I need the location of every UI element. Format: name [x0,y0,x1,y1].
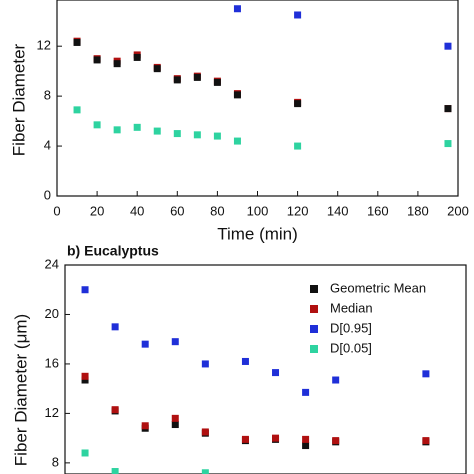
data-point [153,127,161,135]
x-tick-label: 200 [447,203,469,218]
data-point [332,437,340,445]
data-point [444,105,452,113]
legend-label: D[0.95] [330,320,372,335]
x-tick-label: 0 [53,203,60,218]
data-point [241,435,249,443]
x-tick-label: 80 [210,203,224,218]
data-point [272,369,280,377]
y-tick-label: 24 [45,256,59,271]
data-point [81,372,89,380]
data-point [302,435,310,443]
data-point [272,434,280,442]
chart-title: b) Eucalyptus [67,243,159,259]
data-point [111,406,119,414]
data-point [93,121,101,129]
x-tick-label: 60 [170,203,184,218]
data-point [302,442,310,450]
data-point [171,338,179,346]
data-point [201,428,209,436]
legend-swatch [310,345,318,353]
data-point [133,53,141,61]
y-tick-label: 8 [52,454,59,469]
data-point [141,340,149,348]
y-tick-label: 8 [44,88,51,103]
data-point [171,421,179,429]
plot-frame [56,0,459,197]
data-point [73,38,81,46]
data-point [173,76,181,84]
data-point [302,388,310,396]
data-point [213,132,221,140]
y-tick-label: 0 [44,187,51,202]
y-tick-label: 16 [45,355,59,370]
data-point [201,469,209,474]
data-point [213,78,221,86]
x-tick-label: 120 [287,203,309,218]
data-point [173,130,181,138]
x-tick-label: 100 [247,203,269,218]
data-point [81,449,89,457]
y-axis-title: Fiber Diameter (μm) [11,314,30,466]
data-point [294,100,302,108]
x-tick-label: 140 [327,203,349,218]
legend-swatch [310,305,318,313]
legend-label: Geometric Mean [330,280,426,295]
data-point [113,60,121,68]
data-point [111,468,119,474]
data-point [141,422,149,430]
x-tick-label: 20 [90,203,104,218]
data-point [111,323,119,331]
data-point [201,360,209,368]
legend-swatch [310,325,318,333]
y-tick-label: 20 [45,306,59,321]
data-point [294,11,302,19]
data-point [193,73,201,81]
data-point [81,286,89,294]
x-axis-title: Time (min) [217,224,298,243]
y-axis-title: Fiber Diameter [9,43,28,156]
y-tick-label: 12 [37,38,51,53]
data-point [294,142,302,150]
data-point [73,106,81,114]
x-tick-label: 180 [407,203,429,218]
data-point [422,437,430,445]
data-point [444,140,452,148]
data-point [233,91,241,99]
data-point [444,42,452,50]
plot-frame [64,264,467,474]
data-point [81,376,89,384]
x-tick-label: 40 [130,203,144,218]
data-point [332,376,340,384]
legend-label: D[0.05] [330,340,372,355]
data-point [153,65,161,73]
y-tick-label: 12 [45,405,59,420]
data-point [241,357,249,365]
legend-label: Median [330,300,373,315]
data-point [422,370,430,378]
data-point [133,123,141,131]
y-tick-label: 4 [44,138,51,153]
data-point [233,137,241,145]
x-tick-label: 160 [367,203,389,218]
data-point [233,5,241,13]
data-point [193,131,201,139]
data-point [93,56,101,64]
legend-swatch [310,285,318,293]
data-point [113,126,121,134]
data-point [171,414,179,422]
